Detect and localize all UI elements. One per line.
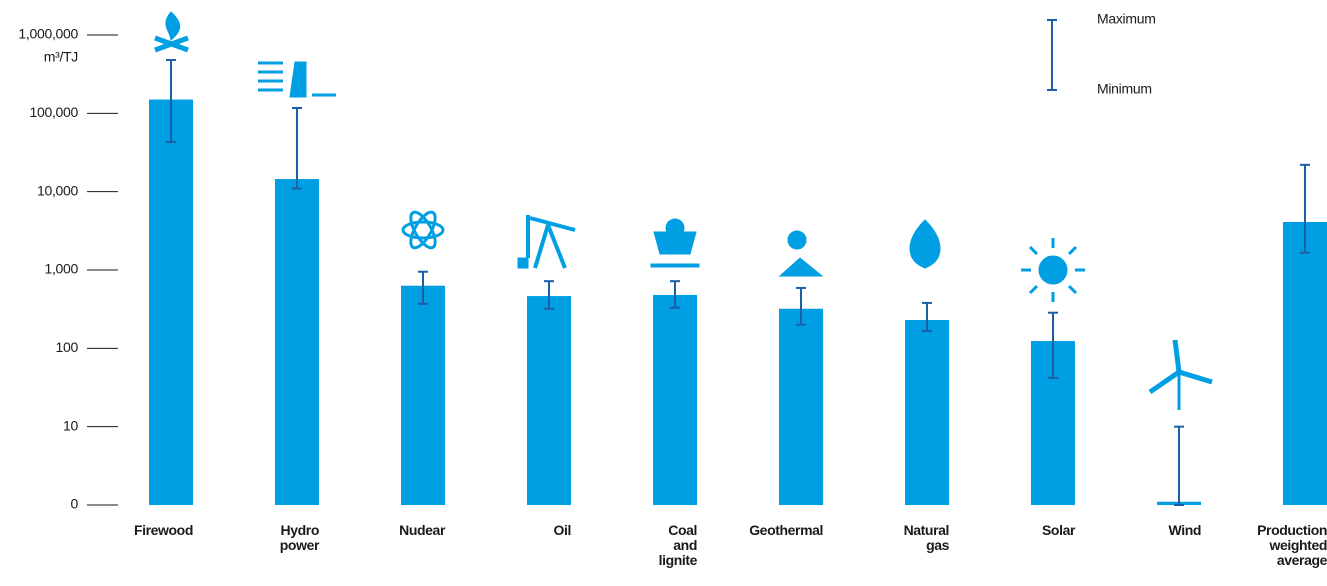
- y-tick-label: 10,000: [37, 182, 79, 198]
- unit-label: m³/TJ: [44, 49, 78, 65]
- x-tick-label: Production weighted average: [1257, 522, 1327, 568]
- x-tick-label: Nudear: [399, 522, 445, 538]
- y-tick-label: 100: [56, 339, 79, 355]
- x-tick-label: Firewood: [133, 522, 193, 538]
- icon-pump: [526, 215, 576, 269]
- icon-coal: [665, 218, 685, 238]
- bar: [275, 179, 319, 505]
- x-tick-label: Geothermal: [749, 522, 823, 538]
- bar: [905, 319, 949, 505]
- x-tick-label: Natural gas: [903, 522, 950, 553]
- bar: [653, 294, 697, 505]
- y-tick-label: 1,000,000: [18, 26, 78, 42]
- x-tick-label: Wind: [1168, 522, 1202, 538]
- y-tick-label: 100,000: [29, 104, 78, 120]
- icon-rays: [1021, 238, 1085, 302]
- icon-atom: [401, 210, 445, 250]
- y-tick-label: 10: [63, 417, 78, 433]
- legend: Maximum Minimum: [1047, 11, 1156, 97]
- icon-log: [154, 35, 189, 53]
- x-tick-label: Oil: [553, 522, 572, 538]
- legend-min: Minimum: [1097, 81, 1152, 97]
- icon-waves: [258, 61, 283, 92]
- icon-steam: [787, 230, 807, 250]
- icon-fire: [165, 11, 181, 42]
- x-tick-label: Hydro power: [279, 522, 320, 553]
- y-tick-label: 1,000: [44, 261, 78, 277]
- icon-pump-base: [517, 257, 529, 269]
- icon-blades: [1148, 339, 1213, 395]
- bar: [527, 296, 571, 505]
- icon-sun: [1038, 255, 1068, 285]
- bar: [401, 285, 445, 505]
- icon-dam: [289, 61, 307, 98]
- y-tick-label: 0: [71, 496, 79, 512]
- bar: [149, 99, 193, 505]
- icon-hill: [778, 257, 824, 277]
- icon-rail: [650, 263, 700, 268]
- bar: [1283, 221, 1327, 505]
- x-tick-label: Solar: [1041, 522, 1075, 538]
- icons: [154, 11, 1213, 410]
- bar: [779, 308, 823, 505]
- x-tick-label: Coal and lignite: [658, 522, 698, 568]
- legend-max: Maximum: [1097, 11, 1156, 27]
- icon-flame: [909, 219, 941, 269]
